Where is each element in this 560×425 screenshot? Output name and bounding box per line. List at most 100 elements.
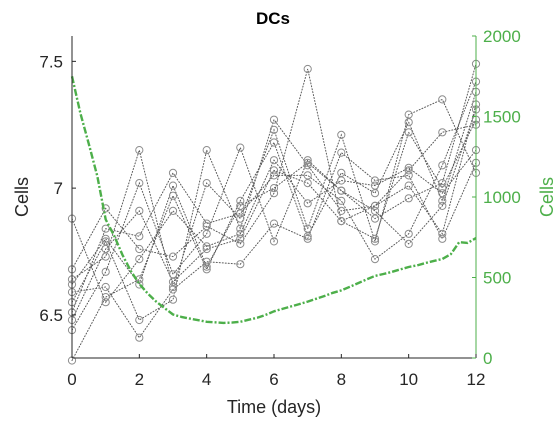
sample-point [236,214,245,223]
sample-point [269,189,279,198]
sample-point [370,206,380,215]
sample-point [404,194,413,203]
left-tick-label: 7 [54,179,63,198]
sample-point [236,239,245,248]
sample-point [404,181,413,190]
sample-point [404,171,413,180]
sample-point [438,234,447,243]
x-tick-label: 12 [467,370,486,389]
sample-point [337,130,346,139]
sample-point [404,166,413,175]
sample-point [135,244,144,254]
sample-point [202,257,211,266]
sample-point [236,143,245,152]
right-tick-label: 1000 [483,188,521,207]
sample-point [370,237,380,246]
sample-point [135,146,144,155]
sample-point [370,181,380,190]
sample-line-10 [71,119,477,321]
sample-point [303,232,312,241]
sample-line-4 [71,91,477,361]
sample-point [269,166,279,175]
sample-point [269,138,279,147]
x-tick-label: 4 [202,370,211,389]
sample-point [101,282,110,292]
sample-point [337,206,346,215]
sample-point [101,252,110,261]
model-curve-group [70,76,477,325]
x-tick-label: 2 [135,370,144,389]
sample-point [269,125,279,134]
sample-point [135,206,144,215]
sample-point [202,179,211,188]
sample-line-5 [71,63,477,331]
sample-point [337,148,346,157]
sample-point [101,298,110,307]
model-curve [70,76,477,325]
chart-title: DCs [256,9,290,28]
sample-point [438,95,447,104]
sample-point [135,255,144,264]
sample-point [236,201,245,210]
sample-point [438,128,447,137]
sample-point [202,244,211,254]
right-tick-label: 0 [483,349,492,368]
sample-point [101,234,110,243]
sample-point [303,171,312,180]
sample-point [337,217,346,226]
sample-point [337,168,346,177]
sample-point [168,282,178,292]
x-tick-label: 10 [399,370,418,389]
sample-point [236,224,245,233]
right-ticks: 0 500 1000 1500 2000 [472,27,521,368]
left-ticks: 6.5 7 7.5 [39,52,76,325]
sample-point [269,219,279,228]
sample-point [370,176,380,185]
sample-point [168,206,178,215]
sample-point [438,201,447,210]
sample-point [168,168,178,177]
sample-point [269,171,279,180]
x-ticks: 0 2 4 6 8 10 12 [67,354,485,389]
sample-point [135,179,144,188]
sample-point [303,234,312,243]
sample-point [404,229,413,238]
x-tick-label: 8 [337,370,346,389]
sample-point [438,189,447,198]
sample-point [370,234,380,243]
sample-point [236,196,245,205]
sample-point [303,64,312,74]
sample-line-3 [71,104,477,321]
sample-point [370,189,380,198]
sample-line-6 [71,149,477,304]
sample-point [269,156,279,165]
sample-point [202,219,211,228]
sample-point [370,214,380,223]
sample-point [303,156,312,165]
sample-point [337,186,346,195]
sample-line-7 [71,81,477,313]
sample-point [135,333,144,342]
left-tick-label: 6.5 [39,306,63,325]
sample-point [236,234,245,243]
left-axis-title: Cells [12,177,32,217]
left-tick-label: 7.5 [39,52,63,71]
sample-point [370,201,380,210]
x-tick-label: 0 [67,370,76,389]
sample-point [135,232,144,241]
sample-point [101,293,110,302]
sample-point [337,176,346,185]
sample-point [438,161,447,170]
sample-point [168,295,178,304]
sample-point [269,237,279,246]
sample-point [438,184,447,193]
sample-line-2 [71,98,477,289]
right-tick-label: 500 [483,269,511,288]
sample-point [168,191,178,200]
right-tick-label: 2000 [483,27,521,46]
sample-point [135,280,144,289]
sample-line-1 [71,68,477,270]
sample-point [303,199,312,208]
